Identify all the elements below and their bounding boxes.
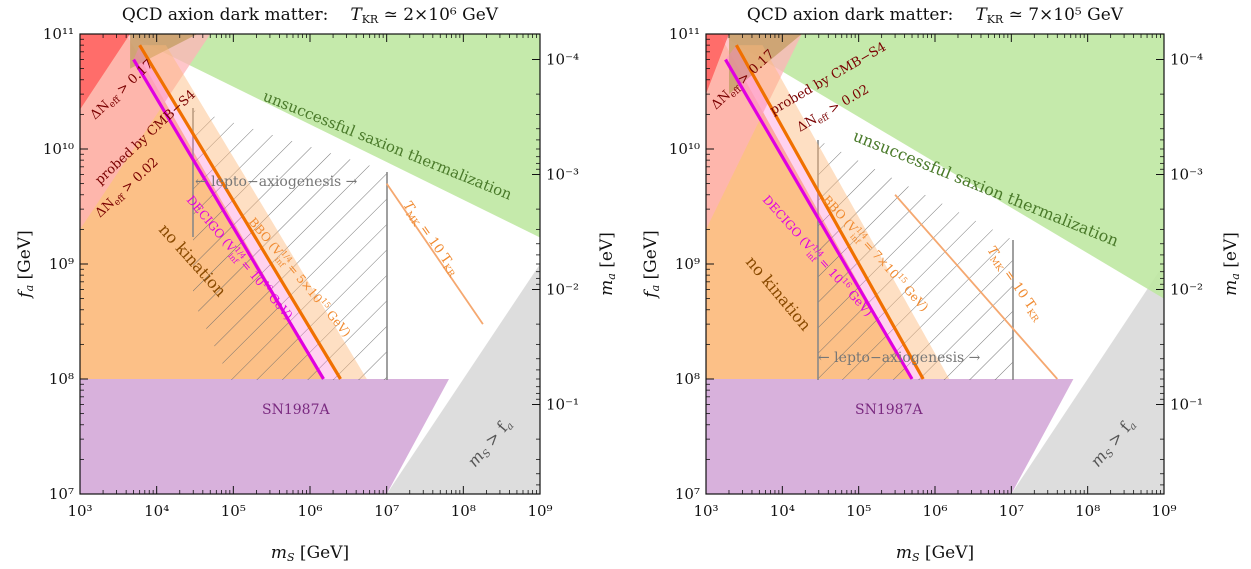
y2-tick-label: 10⁻³ — [546, 166, 579, 184]
lepto-axiogenesis-hatch — [818, 140, 1013, 380]
y2-tick-label: 10⁻¹ — [546, 396, 579, 414]
title-text: QCD axion dark matter: — [122, 5, 328, 25]
title-param-sub: KR — [987, 13, 1004, 26]
line-bbo — [734, 44, 925, 380]
plot-area-right — [706, 34, 1164, 494]
x-axis-label-right: mS [GeV] — [896, 543, 974, 564]
y-axis-label-right: fa [GeV] — [641, 230, 662, 299]
line-decigo — [724, 58, 914, 380]
line-t-mk-10-t-kr — [385, 183, 484, 325]
line-bbo — [138, 44, 342, 380]
x-tick-label: 10⁹ — [527, 502, 552, 520]
plot-area-left — [80, 34, 540, 494]
line-decigo — [132, 58, 325, 380]
lines-right — [724, 44, 1058, 380]
title-value: ≃ 7×10⁵ GeV — [1003, 5, 1124, 25]
region-unsuccessful-saxion-thermalization — [719, 34, 1164, 299]
x-tick-label: 10⁸ — [451, 502, 476, 520]
x-tick-label: 10⁹ — [1151, 502, 1176, 520]
title-param: T — [350, 5, 363, 25]
y-tick-label: 10¹⁰ — [669, 140, 700, 158]
y-tick-label: 10⁸ — [49, 370, 74, 388]
x-tick-label: 10⁵ — [846, 502, 871, 520]
y2-axis-label-right: ma [eV] — [1221, 232, 1242, 296]
region-m-s-f-a — [1011, 264, 1164, 494]
regions-right — [706, 34, 1164, 494]
region-unsuccessful-saxion-thermalization — [126, 34, 540, 238]
ticks-left: 10³ 10⁴ 10⁵ 10⁶ 10⁷ 10⁸ 10⁹ 10⁷ 10⁸ 10⁹ 10¹⁰ 10¹¹ 10… — [43, 25, 579, 520]
region-cmb-s4-tan-band — [729, 34, 802, 95]
y-tick-label: 10⁹ — [49, 255, 74, 273]
y-axis-label-left: fa [GeV] — [15, 230, 36, 299]
x-tick-label: 10⁵ — [221, 502, 246, 520]
region-sn1987a — [80, 379, 449, 494]
x-tick-label: 10⁶ — [922, 502, 947, 520]
title-param-sub: KR — [362, 13, 379, 26]
region-sn1987a — [706, 379, 1074, 494]
x-tick-label: 10⁷ — [374, 502, 399, 520]
y2-tick-label: 10⁻⁴ — [546, 51, 579, 69]
y2-tick-label: 10⁻¹ — [1170, 396, 1203, 414]
x-tick-label: 10⁴ — [144, 502, 169, 520]
x-axis-label-left: mS [GeV] — [271, 543, 349, 564]
y-tick-label: 10⁷ — [49, 485, 74, 503]
title-param: T — [975, 5, 988, 25]
x-tick-label: 10⁴ — [770, 502, 795, 520]
y-tick-label: 10¹⁰ — [43, 140, 74, 158]
label-lepto-axiogenesis: ← lepto−axiogenesis → — [818, 350, 981, 366]
x-tick-label: 10⁷ — [999, 502, 1024, 520]
y-tick-label: 10⁷ — [675, 485, 700, 503]
x-tick-label: 10³ — [67, 502, 92, 520]
y-tick-label: 10⁹ — [675, 255, 700, 273]
line-t-mk-10-t-kr — [894, 194, 1058, 380]
x-tick-label: 10⁸ — [1075, 502, 1100, 520]
y2-axis-label-left: ma [eV] — [597, 232, 618, 296]
label-lepto-axiogenesis: ← lepto−axiogenesis → — [195, 174, 358, 190]
chart-panel-right: QCD axion dark matter: TKR ≃ 7×10⁵ GeV 10… — [641, 5, 1242, 564]
label-sn1987a: SN1987A — [262, 402, 330, 418]
y-tick-label: 10⁸ — [675, 370, 700, 388]
y-tick-label: 10¹¹ — [43, 25, 74, 43]
chart-panel-left: QCD axion dark matter: TKR ≃ 2×10⁶ GeV 10… — [15, 5, 618, 564]
lepto-axiogenesis-hatch — [193, 110, 387, 380]
title-value: ≃ 2×10⁶ GeV — [378, 5, 499, 25]
region-deltaneff-0-17 — [80, 34, 131, 110]
region-m-s-f-a — [386, 264, 540, 494]
label-sn1987a: SN1987A — [855, 402, 923, 418]
chart-title-left: QCD axion dark matter: TKR ≃ 2×10⁶ GeV — [122, 5, 499, 26]
x-tick-label: 10³ — [693, 502, 718, 520]
region-deltaneff-0-17 — [706, 34, 729, 95]
title-text: QCD axion dark matter: — [747, 5, 953, 25]
gw-sensitivity-band — [725, 45, 924, 379]
bands-right — [725, 45, 950, 379]
bbo-band — [139, 45, 367, 379]
chart-title-right: QCD axion dark matter: TKR ≃ 7×10⁵ GeV — [747, 5, 1124, 26]
y2-tick-label: 10⁻⁴ — [1170, 51, 1203, 69]
region-probed-by-cmb-s4 — [80, 34, 211, 230]
ticks-right: 10³ 10⁴ 10⁵ 10⁶ 10⁷ 10⁸ 10⁹ 10⁷ 10⁸ 10⁹ 10¹⁰ 10¹¹ 10… — [669, 25, 1203, 520]
lines-left — [132, 44, 484, 380]
y-tick-label: 10¹¹ — [669, 25, 700, 43]
y2-tick-label: 10⁻³ — [1170, 166, 1203, 184]
x-tick-label: 10⁶ — [297, 502, 322, 520]
y2-tick-label: 10⁻² — [1170, 281, 1203, 299]
y2-tick-label: 10⁻² — [546, 281, 579, 299]
bbo-band — [736, 45, 950, 379]
